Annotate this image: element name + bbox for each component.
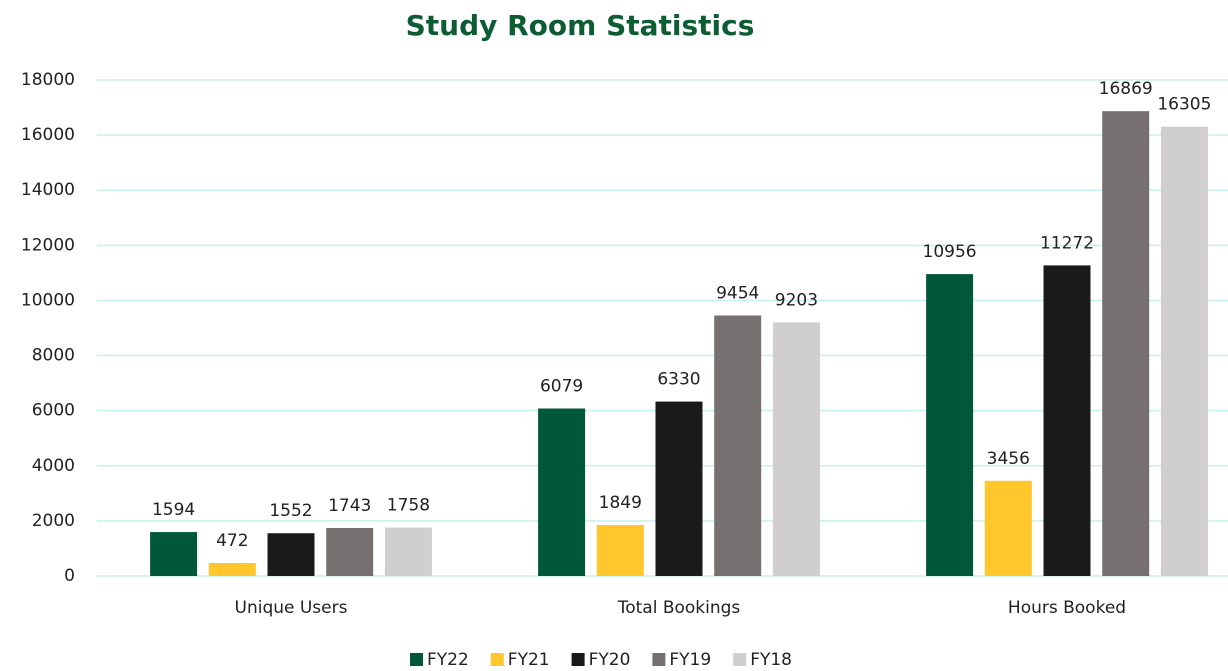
- bar: [384, 527, 432, 576]
- data-label: 10956: [923, 242, 977, 262]
- bar: [926, 274, 974, 576]
- bar: [596, 525, 644, 576]
- data-label: 11272: [1040, 233, 1094, 253]
- bar: [326, 527, 374, 576]
- bar: [655, 401, 703, 576]
- x-tick-label: Total Bookings: [617, 598, 741, 618]
- y-tick-label: 8000: [32, 346, 75, 366]
- chart-title: Study Room Statistics: [406, 9, 755, 42]
- bar: [772, 322, 820, 576]
- legend-label: FY18: [750, 650, 792, 670]
- legend-swatch: [410, 653, 423, 666]
- legend-swatch: [490, 653, 504, 666]
- legend-label: FY21: [508, 650, 550, 670]
- data-label: 9203: [775, 290, 818, 310]
- y-tick-label: 6000: [32, 401, 75, 421]
- x-tick-label: Unique Users: [235, 598, 348, 618]
- data-label: 1758: [387, 496, 430, 516]
- legend-label: FY19: [669, 650, 711, 670]
- data-label: 9454: [716, 283, 759, 303]
- bar: [208, 562, 256, 576]
- legend-swatch: [733, 653, 747, 666]
- y-tick-label: 12000: [21, 235, 75, 255]
- bar: [1160, 126, 1208, 576]
- x-tick-label: Hours Booked: [1008, 598, 1126, 618]
- bar: [1102, 111, 1150, 576]
- data-label: 1594: [152, 500, 195, 520]
- legend-swatch: [652, 653, 666, 666]
- bar: [267, 533, 315, 576]
- legend-label: FY20: [589, 650, 631, 670]
- legend-swatch: [571, 653, 585, 666]
- legend-label: FY22: [427, 650, 469, 670]
- bar: [714, 315, 762, 576]
- y-tick-label: 2000: [32, 511, 75, 531]
- y-tick-label: 4000: [32, 456, 75, 476]
- y-tick-label: 18000: [21, 70, 75, 90]
- data-label: 1849: [599, 493, 642, 513]
- bar: [538, 408, 586, 576]
- data-label: 3456: [987, 449, 1030, 469]
- bar: [984, 480, 1032, 576]
- data-label: 16305: [1157, 95, 1211, 115]
- data-label: 1552: [269, 501, 312, 521]
- data-label: 16869: [1099, 79, 1153, 99]
- y-tick-label: 16000: [21, 125, 75, 145]
- bar: [150, 532, 198, 576]
- y-tick-label: 10000: [21, 290, 75, 310]
- data-label: 472: [216, 531, 248, 551]
- data-label: 6079: [540, 376, 583, 396]
- y-tick-label: 0: [64, 566, 75, 586]
- data-label: 6330: [657, 370, 700, 390]
- data-label: 1743: [328, 496, 371, 516]
- y-tick-label: 14000: [21, 180, 75, 200]
- bar: [1043, 265, 1091, 576]
